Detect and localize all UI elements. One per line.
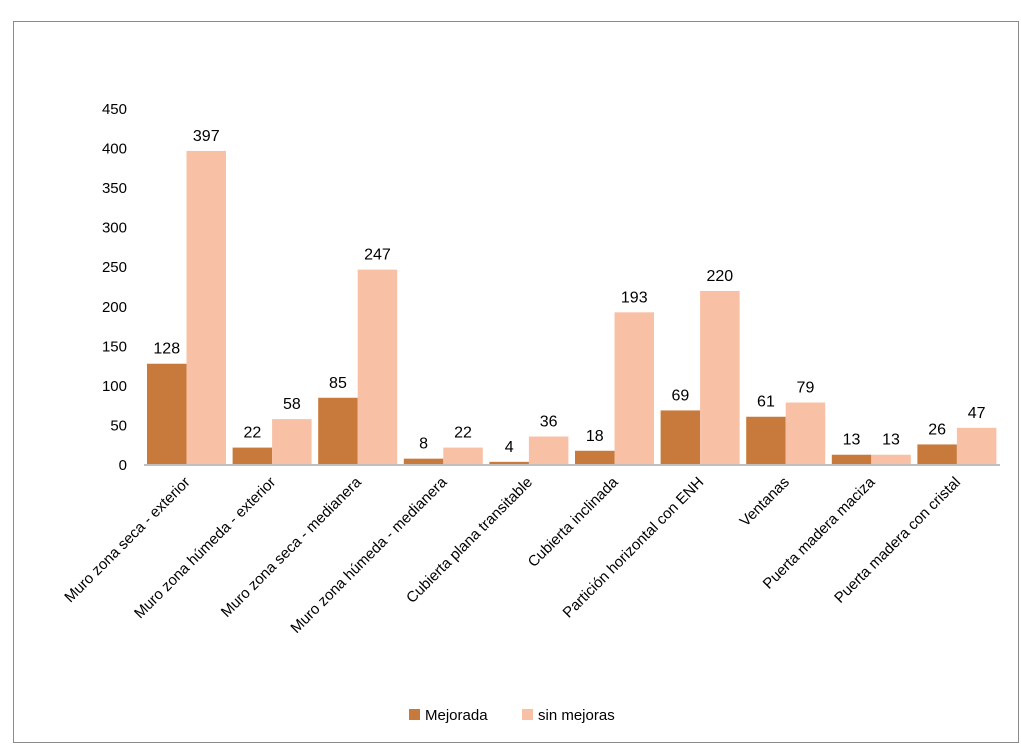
data-label-sin-mejoras: 58 <box>283 396 301 413</box>
data-label-sin-mejoras: 22 <box>454 425 472 442</box>
y-tick-label: 150 <box>102 338 127 355</box>
data-label-mejorada: 61 <box>757 394 775 411</box>
bar-mejorada <box>831 454 872 465</box>
y-tick-label: 400 <box>102 141 127 158</box>
bar-mejorada <box>746 416 786 465</box>
category-label: Muro zona húmeda - exterior <box>131 474 279 622</box>
legend-swatch-mejorada <box>409 709 420 720</box>
data-label-sin-mejoras: 36 <box>540 414 558 431</box>
bar-sin-mejoras <box>871 454 911 465</box>
bar-sin-mejoras <box>443 447 483 465</box>
data-label-mejorada: 85 <box>329 375 347 392</box>
category-label: Ventanas <box>737 474 793 530</box>
bar-mejorada <box>232 447 273 465</box>
y-tick-label: 50 <box>110 417 127 434</box>
category-label: Cubierta inclinada <box>525 473 622 570</box>
bar-mejorada <box>147 363 187 465</box>
bar-mejorada <box>660 410 701 465</box>
bar-sin-mejoras <box>785 402 826 465</box>
bar-sin-mejoras <box>186 150 226 465</box>
data-label-sin-mejoras: 79 <box>797 380 815 397</box>
bar-sin-mejoras <box>528 436 569 465</box>
y-tick-label: 100 <box>102 378 127 395</box>
bar-sin-mejoras <box>272 419 312 465</box>
bar-sin-mejoras <box>700 290 740 465</box>
y-tick-label: 0 <box>119 457 127 474</box>
data-label-mejorada: 69 <box>671 387 689 404</box>
legend-label-mejorada: Mejorada <box>425 707 488 724</box>
y-tick-label: 250 <box>102 259 127 276</box>
data-label-sin-mejoras: 47 <box>968 405 986 422</box>
y-tick-label: 350 <box>102 180 127 197</box>
data-label-mejorada: 22 <box>243 425 261 442</box>
bar-mejorada <box>318 397 358 465</box>
bar-mejorada <box>489 461 529 465</box>
y-tick-label: 300 <box>102 220 127 237</box>
category-label: Muro zona húmeda - medianera <box>287 473 450 636</box>
category-label: Partición horizontal con ENH <box>560 474 708 622</box>
legend-swatch-sin-mejoras <box>522 709 533 720</box>
data-label-mejorada: 4 <box>505 439 514 456</box>
legend-label-sin-mejoras: sin mejoras <box>538 707 615 724</box>
legend: Mejorada sin mejoras <box>409 707 615 724</box>
data-label-sin-mejoras: 13 <box>882 432 900 449</box>
data-label-mejorada: 8 <box>419 436 428 453</box>
bars <box>147 150 997 465</box>
data-labels: 128 397 22 58 85 247 8 22 4 36 18 193 69 220 61 79 13 13 2… <box>153 128 985 456</box>
y-tick-label: 200 <box>102 299 127 316</box>
data-label-mejorada: 26 <box>928 421 946 438</box>
bar-mejorada <box>917 444 957 465</box>
y-tick-label: 450 <box>102 101 127 118</box>
data-label-sin-mejoras: 193 <box>621 289 648 306</box>
bar-sin-mejoras <box>614 312 654 465</box>
data-label-mejorada: 128 <box>153 341 180 358</box>
data-label-sin-mejoras: 220 <box>706 268 733 285</box>
data-label-sin-mejoras: 247 <box>364 247 391 264</box>
bar-sin-mejoras <box>357 269 398 465</box>
data-label-mejorada: 13 <box>843 432 861 449</box>
data-label-mejorada: 18 <box>586 428 604 445</box>
bar-mejorada <box>575 450 615 465</box>
category-label: Muro zona seca - medianera <box>218 473 365 620</box>
bar-sin-mejoras <box>956 427 997 465</box>
y-axis-ticks: 0 50 100 150 200 250 300 350 400 450 <box>102 101 127 474</box>
data-label-sin-mejoras: 397 <box>193 128 220 145</box>
bar-mejorada <box>403 458 444 465</box>
